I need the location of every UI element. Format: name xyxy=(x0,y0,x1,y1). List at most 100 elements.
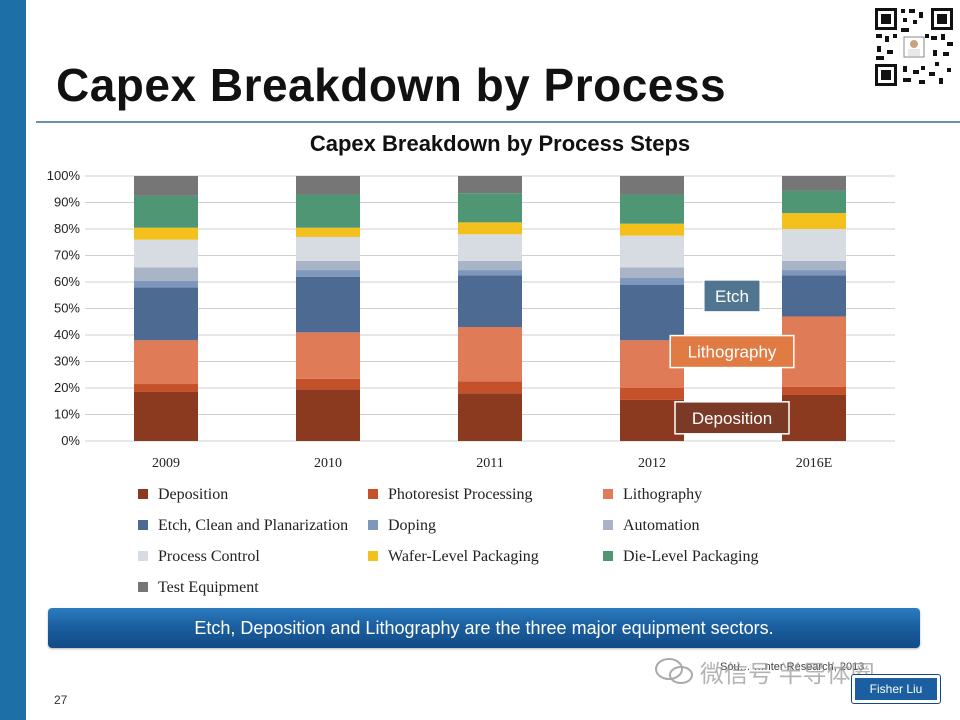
watermark: 微信号 半导体圈 xyxy=(700,661,875,688)
y-tick-label: 40% xyxy=(54,327,80,342)
left-accent-bar xyxy=(0,0,26,720)
legend-swatch xyxy=(368,489,378,499)
legend-swatch xyxy=(368,520,378,530)
bar-segment xyxy=(134,280,198,288)
author-name: Fisher Liu xyxy=(855,678,937,700)
bar-segment xyxy=(620,399,684,441)
callout-etch: Etch xyxy=(703,279,761,313)
y-tick-label: 10% xyxy=(54,407,80,422)
bar-segment xyxy=(458,260,522,271)
callout-label: Etch xyxy=(715,287,749,306)
slide-title: Capex Breakdown by Process xyxy=(56,59,727,111)
stacked-bar-chart: 0% 10% 20% 30% 40% 50% 60% 70% 80% 90% 100% 2009 201… xyxy=(47,168,895,596)
legend-swatch xyxy=(603,551,613,561)
bar-segment xyxy=(458,234,522,261)
legend-label: Automation xyxy=(623,517,699,534)
bar-segment xyxy=(458,222,522,235)
bar-segment xyxy=(134,287,198,341)
legend-label: Process Control xyxy=(158,548,260,565)
bar-segment xyxy=(458,275,522,328)
summary-banner-text: Etch, Deposition and Lithography are the… xyxy=(194,618,774,638)
bar-segment xyxy=(620,223,684,236)
bar-segment xyxy=(620,194,684,224)
wechat-icon xyxy=(655,658,693,684)
legend-label: Wafer-Level Packaging xyxy=(388,548,539,565)
legend-item: Photoresist Processing xyxy=(368,486,532,503)
bar-segment xyxy=(296,378,360,390)
callout-box xyxy=(674,401,790,435)
legend-label: Lithography xyxy=(623,486,702,503)
bar-segment xyxy=(134,267,198,281)
legend-swatch xyxy=(138,520,148,530)
x-tick-label: 2016E xyxy=(796,456,833,471)
legend-label: Die-Level Packaging xyxy=(623,548,759,565)
bar-segment xyxy=(296,236,360,261)
legend-label: Deposition xyxy=(158,486,228,503)
bar-segment xyxy=(134,384,198,392)
legend-item: Wafer-Level Packaging xyxy=(368,548,539,565)
x-tick-label: 2010 xyxy=(314,456,342,471)
bar-segment xyxy=(458,393,522,441)
y-tick-label: 20% xyxy=(54,380,80,395)
legend-swatch xyxy=(603,489,613,499)
legend-swatch xyxy=(138,489,148,499)
callout-label: Deposition xyxy=(692,409,772,428)
legend-label: Doping xyxy=(388,517,436,534)
bar-segment xyxy=(782,176,846,191)
bar-segment xyxy=(134,227,198,240)
page-number: 27 xyxy=(54,693,68,707)
left-accent-gap xyxy=(26,0,36,720)
bar-segment xyxy=(296,276,360,333)
callout-deposition: Deposition xyxy=(674,401,790,435)
bar-segment xyxy=(620,284,684,341)
legend-label: Photoresist Processing xyxy=(388,486,532,503)
y-tick-label: 70% xyxy=(54,248,80,263)
legend-swatch xyxy=(138,551,148,561)
bar-segment xyxy=(296,270,360,277)
y-tick-label: 0% xyxy=(61,433,80,448)
bar-segment xyxy=(620,278,684,285)
bar-segment xyxy=(782,386,846,395)
y-tick-label: 90% xyxy=(54,195,80,210)
author-badge: Fisher Liu xyxy=(851,674,941,704)
bar-segment xyxy=(296,389,360,441)
bar-segment xyxy=(296,194,360,228)
legend-label: Etch, Clean and Planarization xyxy=(158,517,348,534)
bar-segment xyxy=(620,267,684,279)
callout-box xyxy=(669,334,795,369)
chart-title: Capex Breakdown by Process Steps xyxy=(309,131,691,156)
bar-segment xyxy=(782,275,846,317)
bar-segment xyxy=(782,394,846,441)
bar-segment xyxy=(458,381,522,394)
summary-banner: Etch, Deposition and Lithography are the… xyxy=(48,608,920,648)
y-tick-label: 100% xyxy=(47,168,81,183)
y-tick-label: 80% xyxy=(54,221,80,236)
bar-segment xyxy=(296,176,360,195)
bar-segment xyxy=(458,193,522,223)
legend-item: Test Equipment xyxy=(138,579,259,596)
bar-segment xyxy=(458,327,522,382)
bar-segment xyxy=(134,239,198,268)
bar-segment xyxy=(134,391,198,441)
legend-swatch xyxy=(138,582,148,592)
bar-segment xyxy=(782,229,846,261)
x-tick-label: 2011 xyxy=(476,456,503,471)
y-tick-label: 30% xyxy=(54,354,80,369)
y-tick-label: 50% xyxy=(54,301,80,316)
x-tick-label: 2009 xyxy=(152,456,180,471)
legend-swatch xyxy=(368,551,378,561)
qr-code-icon xyxy=(873,6,955,88)
bar-segment xyxy=(782,190,846,214)
legend-item: Automation xyxy=(603,517,699,534)
legend-label: Test Equipment xyxy=(158,579,259,596)
legend-item: Deposition xyxy=(138,486,228,503)
source-note: Sou… …nter Research, 2013 xyxy=(720,661,865,673)
bar-segment xyxy=(296,227,360,237)
y-tick-label: 60% xyxy=(54,274,80,289)
bar-segment xyxy=(782,213,846,229)
bar-segment xyxy=(296,260,360,271)
legend-item: Process Control xyxy=(138,548,260,565)
legend-item: Etch, Clean and Planarization xyxy=(138,517,348,534)
legend-item: Lithography xyxy=(603,486,702,503)
bar-segment xyxy=(458,270,522,276)
